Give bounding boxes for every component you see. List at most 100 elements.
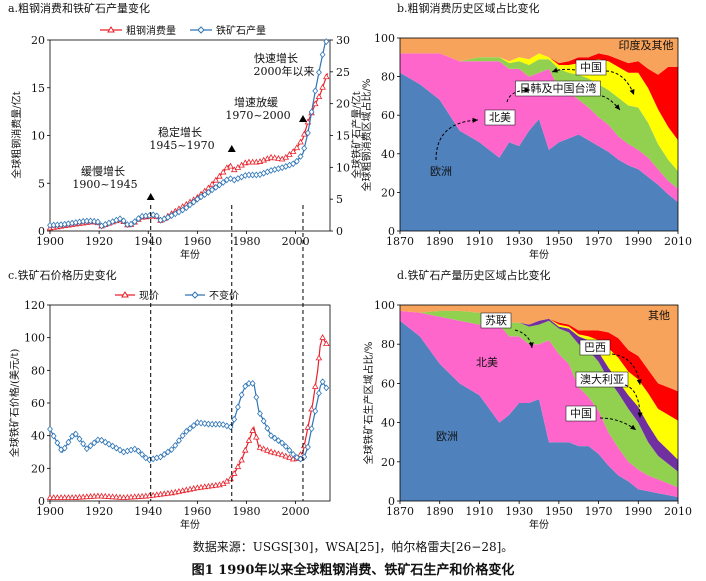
area-label-china-d-box xyxy=(565,405,597,422)
data-point-ore xyxy=(135,447,142,455)
data-point-ore xyxy=(286,446,293,454)
data-point-ore xyxy=(201,191,208,198)
x-tick-label: 1870 xyxy=(386,505,414,518)
area-label-other-d: 其他 xyxy=(648,309,670,322)
data-point-ore xyxy=(279,439,286,447)
data-point-ore xyxy=(131,445,138,453)
data-point-ore xyxy=(87,442,94,450)
data-point-steel xyxy=(227,162,234,169)
data-point-ore xyxy=(312,87,319,95)
x-tick-label: 1980 xyxy=(232,235,260,248)
legend-marker-current xyxy=(121,291,129,298)
y-tick-label: 60 xyxy=(31,397,45,410)
chart-title-b: b.粗钢消费历史区域占比变化 xyxy=(397,1,540,15)
data-point-ore xyxy=(94,218,101,226)
area-label-north-america-box xyxy=(484,109,516,126)
data-point-steel xyxy=(234,463,242,470)
y-axis-label-c: 全球铁矿石价格/(美元/t) xyxy=(8,349,21,458)
arrow-europe-to-na-head xyxy=(472,117,478,123)
area-label-ussr: 苏联 xyxy=(485,314,507,327)
data-point-ore xyxy=(87,217,94,225)
data-point-ore xyxy=(293,157,300,165)
y-tick-label: 15 xyxy=(31,82,45,95)
data-point-ore xyxy=(183,204,190,212)
annotation-arrow-up xyxy=(298,115,307,122)
data-point-steel xyxy=(212,176,220,183)
data-point-ore xyxy=(117,215,123,223)
data-point-steel xyxy=(278,451,286,458)
chart-title-c: c.铁矿石价格历史变化 xyxy=(8,268,117,282)
data-point-ore xyxy=(120,217,127,225)
chart-title-d: d.铁矿石产量历史区域占比变化 xyxy=(397,268,551,282)
data-point-steel xyxy=(230,470,238,476)
area-label-jp-kr-tw-box xyxy=(515,80,601,97)
data-point-ore xyxy=(308,425,315,433)
data-point-ore xyxy=(161,451,168,458)
annotation-stable-growth: 稳定增长 xyxy=(158,125,202,139)
annotation-fast-growth: 快速增长 xyxy=(254,51,298,65)
x-axis-label-c: 年份 xyxy=(180,518,200,531)
data-point-steel xyxy=(267,153,275,160)
y-tick-label: 0 xyxy=(38,225,45,238)
x-tick-label: 1890 xyxy=(426,505,454,518)
data-point-ore xyxy=(117,446,123,454)
data-point-ore xyxy=(212,183,219,191)
data-point-ore xyxy=(238,391,245,399)
data-point-ore xyxy=(72,430,79,438)
series-line-steel xyxy=(50,336,329,499)
data-point-ore xyxy=(176,437,182,444)
data-point-steel xyxy=(286,454,293,460)
x-tick-label: 1910 xyxy=(465,505,493,518)
data-point-steel xyxy=(315,93,323,100)
data-point-steel xyxy=(208,180,216,187)
data-point-ore xyxy=(135,215,142,222)
area-label-north-america: 北美 xyxy=(489,111,511,124)
y-tick-label: 100 xyxy=(374,299,395,312)
x-tick-label: 2000 xyxy=(282,235,310,248)
area-label-ussr-box xyxy=(480,312,512,329)
y-tick-label: 0 xyxy=(388,495,395,508)
data-point-steel xyxy=(249,427,256,433)
y-tick-label: 20 xyxy=(381,186,395,199)
legend-label-constant: 不变价 xyxy=(209,289,239,302)
data-point-ore xyxy=(216,181,223,189)
x-axis-label-b: 年份 xyxy=(529,248,549,261)
area-b-2 xyxy=(400,53,678,189)
data-point-ore xyxy=(316,389,322,397)
data-point-ore xyxy=(190,422,197,429)
x-tick-label: 1970 xyxy=(585,235,613,248)
area-label-australia: 澳大利亚 xyxy=(580,372,624,386)
data-point-steel xyxy=(286,150,293,157)
y-tick-label: 80 xyxy=(381,71,395,84)
data-point-ore xyxy=(223,422,230,430)
data-point-ore xyxy=(187,425,193,432)
data-point-ore xyxy=(297,153,304,160)
area-b-1 xyxy=(400,53,678,203)
area-d-1 xyxy=(400,310,678,498)
data-point-steel xyxy=(319,83,326,90)
data-point-ore xyxy=(290,160,297,168)
x-tick-label: 2010 xyxy=(664,505,692,518)
data-point-ore xyxy=(164,448,171,456)
annotation-arrow-up xyxy=(146,193,155,200)
y-tick-label: 20 xyxy=(31,34,45,47)
x-tick-label: 1990 xyxy=(624,505,652,518)
data-point-ore xyxy=(312,407,319,415)
annotation-stable-growth-years: 1945~1970 xyxy=(149,139,214,152)
data-point-steel xyxy=(308,405,315,412)
y-tick-label: 5 xyxy=(38,177,45,190)
legend-label-ore: 铁矿石产量 xyxy=(216,24,266,37)
data-point-steel xyxy=(105,493,113,499)
y2-tick-label: 25 xyxy=(336,66,350,79)
annotation-slow-growth-years: 1900~1945 xyxy=(72,178,137,191)
plot-frame-c xyxy=(49,304,331,502)
y2-tick-label: 20 xyxy=(336,98,350,111)
data-point-ore xyxy=(304,443,311,451)
area-label-china-box xyxy=(575,59,607,76)
y-tick-label: 0 xyxy=(38,495,45,508)
x-tick-label: 1920 xyxy=(85,505,113,518)
data-point-ore xyxy=(242,382,249,390)
data-point-steel xyxy=(113,493,120,500)
area-label-brazil: 巴西 xyxy=(584,341,606,354)
x-tick-label: 2010 xyxy=(664,235,692,248)
